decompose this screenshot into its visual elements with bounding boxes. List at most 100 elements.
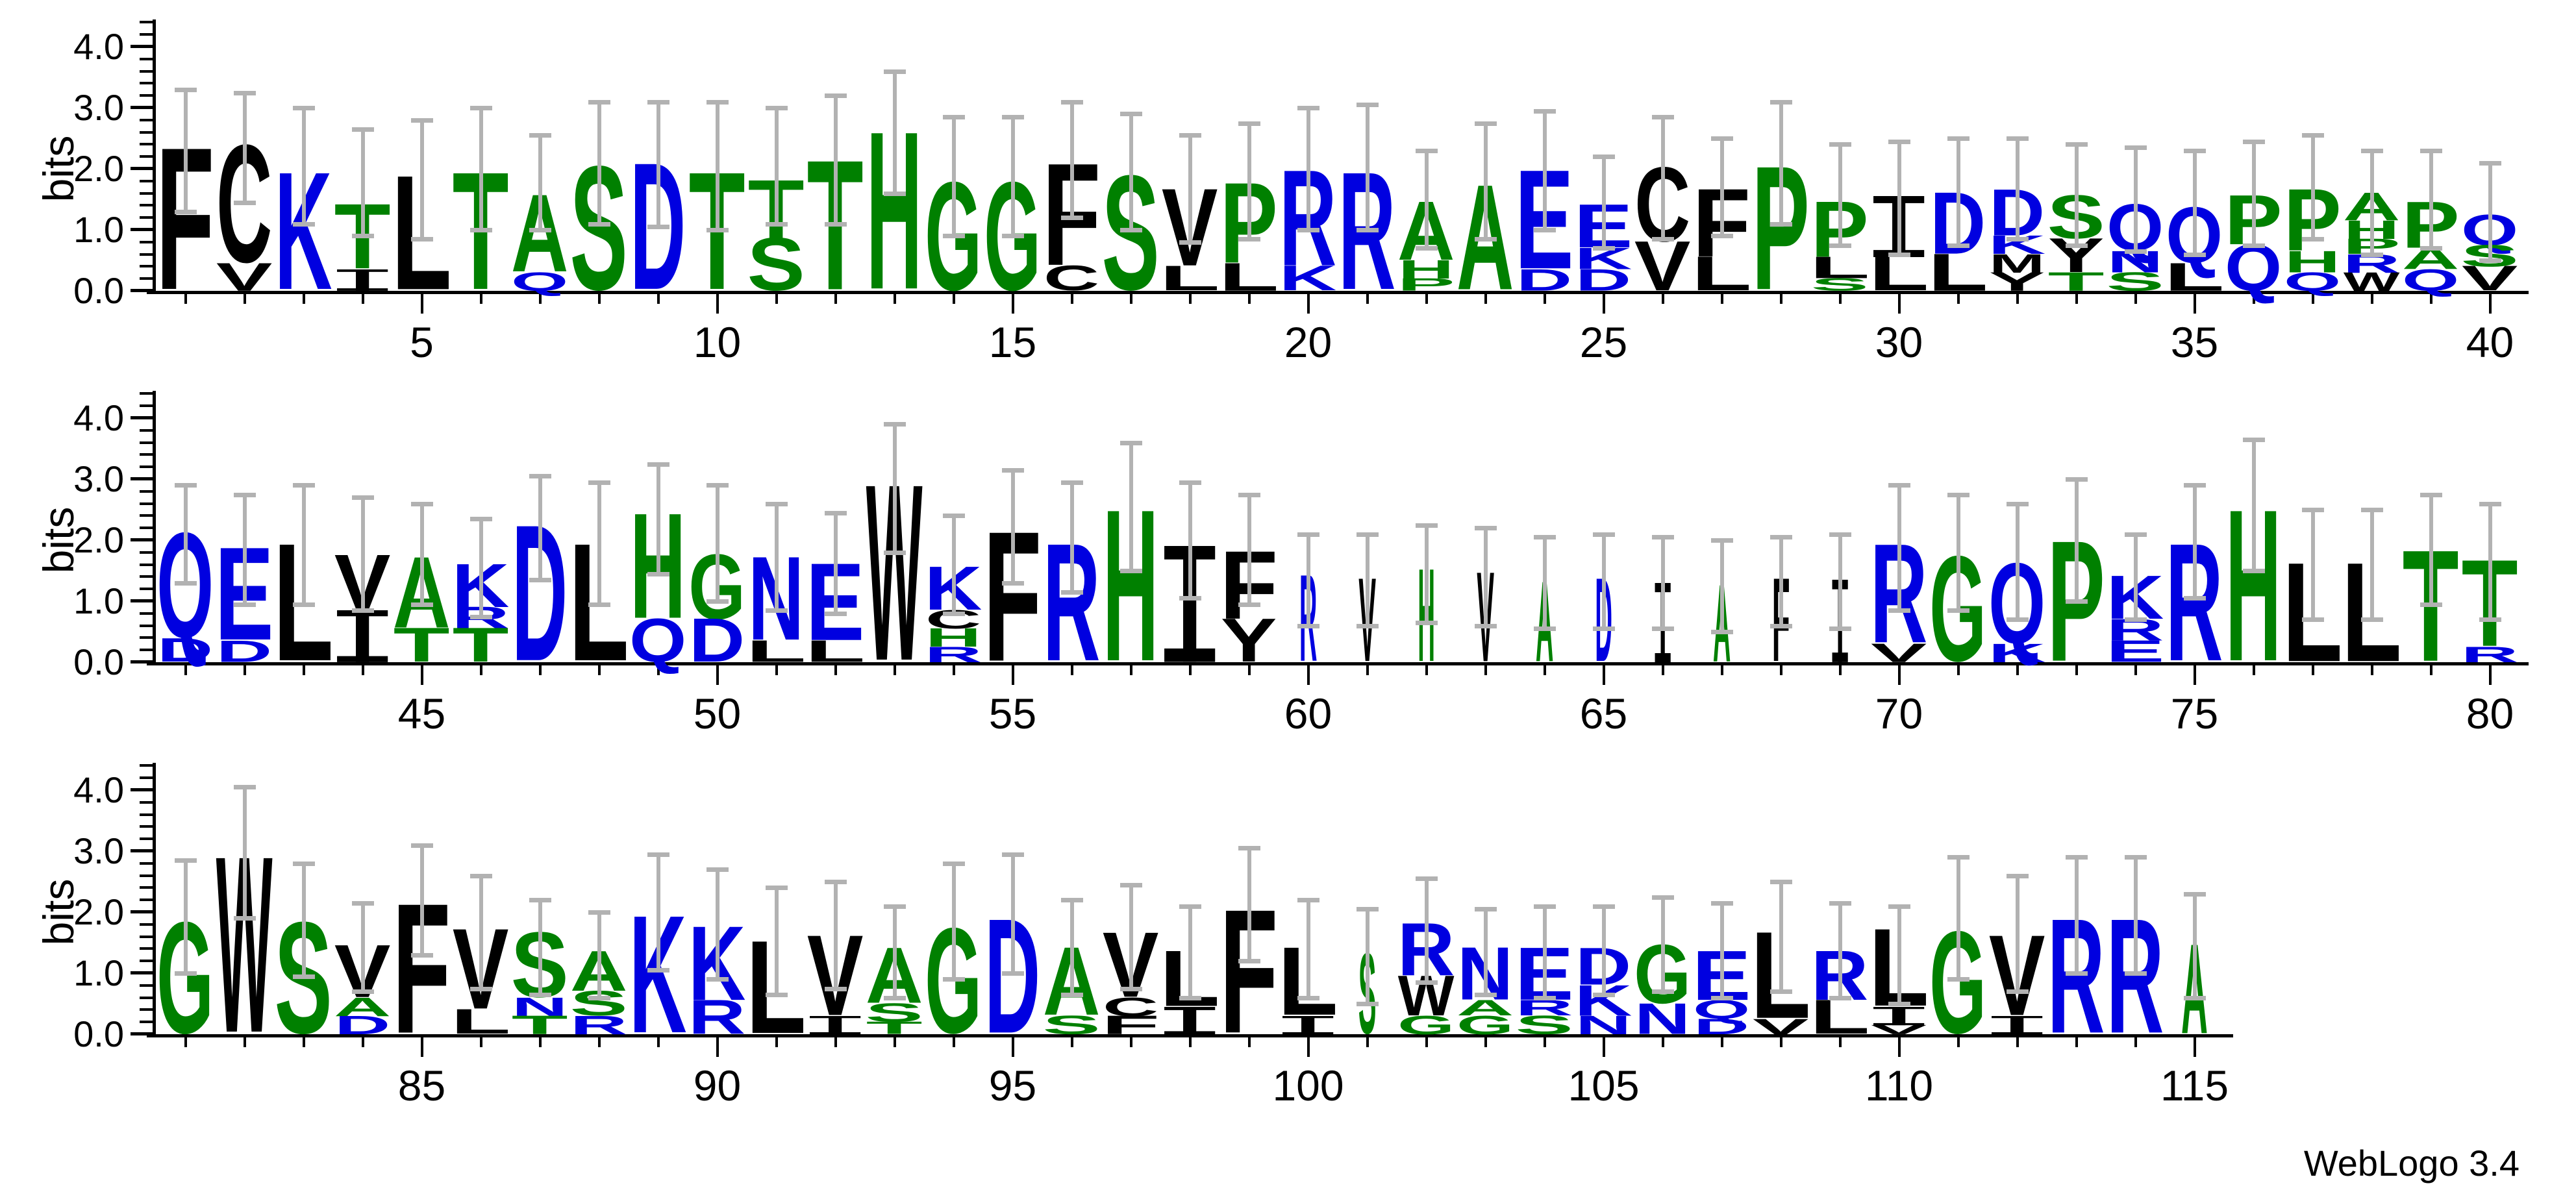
svg-text:A: A: [1457, 996, 1514, 1021]
logo-letter-V: V: [2461, 259, 2518, 299]
error-bar: [1424, 878, 1429, 983]
error-bar-top-cap: [1119, 112, 1142, 117]
error-bar: [715, 101, 719, 230]
error-bar: [1188, 482, 1192, 599]
y-axis-minor-tick: [140, 649, 153, 652]
error-bar-top-cap: [1415, 523, 1438, 528]
logo-letter-T: T: [2047, 267, 2105, 297]
error-bar: [1897, 906, 1901, 1004]
x-axis-tick-label: 20: [1284, 318, 1332, 366]
error-bar: [301, 108, 306, 224]
svg-text:L: L: [1160, 259, 1220, 299]
y-axis-tick-label: 0.0: [73, 641, 124, 682]
svg-text:V: V: [216, 254, 273, 299]
error-bar-top-cap: [883, 69, 906, 74]
error-bar-bottom-cap: [1297, 623, 1319, 628]
error-bar-top-cap: [1119, 440, 1142, 445]
error-bar: [951, 117, 956, 236]
error-bar: [1779, 537, 1783, 626]
x-axis-tick-label: 50: [693, 689, 742, 738]
y-axis-minor-tick: [140, 624, 153, 627]
error-bar-bottom-cap: [1238, 237, 1260, 242]
x-axis-line: [147, 662, 2529, 665]
y-axis-major-tick: [131, 167, 153, 170]
error-bar-bottom-cap: [706, 977, 729, 982]
error-bar: [1129, 442, 1133, 571]
x-axis-tick: [1661, 665, 1664, 675]
y-axis-minor-tick: [140, 465, 153, 469]
error-bar-bottom-cap: [233, 200, 256, 205]
error-bar: [183, 485, 188, 583]
logo-letter-V: V: [1752, 1014, 1809, 1039]
error-bar-top-cap: [883, 904, 906, 909]
logo-letter-L: L: [1928, 242, 1988, 302]
svg-text:S: S: [1043, 1010, 1101, 1039]
error-bar: [1069, 101, 1074, 218]
x-axis-tick: [834, 294, 837, 304]
logo-letter-S: S: [2107, 266, 2164, 296]
error-bar-bottom-cap: [647, 968, 669, 973]
error-bar-bottom-cap: [2242, 569, 2265, 573]
svg-text:D: D: [334, 1010, 390, 1039]
x-axis-tick: [1897, 294, 1901, 314]
error-bar: [597, 101, 601, 224]
error-bar-bottom-cap: [1533, 995, 1556, 1000]
x-axis-tick: [2075, 294, 2078, 304]
y-axis-line: [153, 390, 156, 662]
y-axis-major-tick: [131, 599, 153, 602]
x-axis-tick: [420, 665, 423, 685]
logo-letter-S: S: [1516, 1010, 1573, 1039]
x-axis-tick: [2193, 665, 2196, 685]
x-axis-tick: [361, 665, 364, 675]
y-axis-minor-tick: [140, 57, 153, 60]
error-bar-top-cap: [1592, 532, 1615, 537]
x-axis-tick: [1307, 294, 1310, 314]
error-bar-bottom-cap: [1769, 989, 1792, 995]
logo-letter-R: R: [570, 1010, 628, 1040]
x-axis-tick: [243, 294, 246, 304]
error-bar-bottom-cap: [824, 221, 847, 227]
x-axis-tick: [1602, 1037, 1605, 1057]
error-bar: [2192, 893, 2197, 998]
error-bar-top-cap: [1060, 898, 1083, 903]
x-axis-tick: [1897, 1037, 1901, 1057]
error-bar: [1601, 906, 1606, 995]
error-bar-top-cap: [351, 127, 374, 132]
logo-letter-D: D: [1575, 263, 1632, 297]
error-bar: [1188, 135, 1192, 242]
y-axis-minor-tick: [140, 240, 153, 243]
x-axis-tick: [538, 294, 542, 304]
error-bar-bottom-cap: [824, 611, 847, 616]
error-bar-bottom-cap: [2360, 617, 2383, 623]
error-bar-top-cap: [292, 106, 315, 110]
logo-letter-L: L: [1692, 247, 1752, 301]
svg-text:S: S: [866, 998, 923, 1028]
error-bar-bottom-cap: [942, 611, 965, 616]
error-bar-top-cap: [2183, 891, 2206, 897]
error-bar-bottom-cap: [1888, 608, 1910, 614]
logo-letter-D: D: [1693, 1014, 1750, 1039]
error-bar-top-cap: [1238, 846, 1260, 851]
error-bar-bottom-cap: [351, 608, 374, 614]
error-bar-bottom-cap: [942, 977, 965, 982]
x-axis-tick: [775, 1037, 778, 1047]
error-bar-top-cap: [1179, 904, 1201, 909]
error-bar-bottom-cap: [1710, 234, 1733, 239]
x-axis-tick: [952, 294, 955, 304]
svg-text:V: V: [1871, 1022, 1927, 1037]
svg-text:V: V: [2462, 259, 2518, 299]
error-bar-top-cap: [1888, 139, 1910, 144]
error-bar-top-cap: [2360, 148, 2383, 153]
error-bar-top-cap: [1356, 103, 1379, 108]
svg-text:L: L: [746, 634, 807, 668]
logo-letter-Q: Q: [511, 267, 568, 297]
error-bar-top-cap: [2124, 532, 2147, 537]
error-bar-bottom-cap: [174, 209, 197, 214]
svg-text:S: S: [1516, 1010, 1573, 1039]
error-bar: [1247, 494, 1251, 604]
x-axis-tick: [1779, 1037, 1782, 1047]
error-bar: [656, 854, 660, 971]
y-axis-minor-tick: [140, 155, 153, 158]
x-axis-tick: [952, 665, 955, 675]
logo-letter-R: R: [925, 642, 982, 667]
